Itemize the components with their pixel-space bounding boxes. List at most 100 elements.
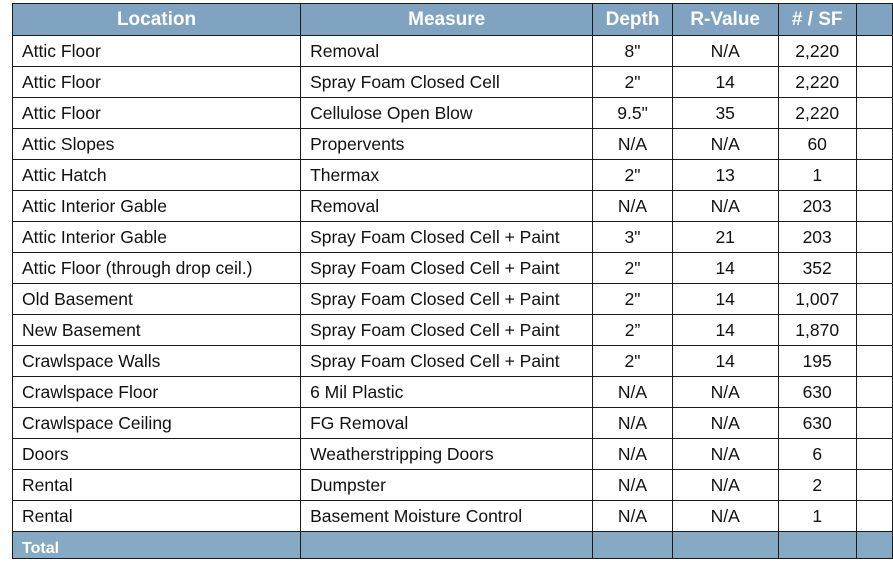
location-cell: Rental: [11, 469, 302, 501]
table-row: Attic Floor Removal 8" N/A 2,220: [11, 35, 893, 67]
header-sf: # / SF: [777, 3, 857, 36]
table-row: Attic Hatch Thermax 2" 13 1: [11, 159, 893, 191]
sf-cell: 352: [777, 252, 857, 284]
location-cell: Attic Floor: [11, 97, 302, 129]
sf-cell: 203: [777, 190, 857, 222]
measure-cell: Removal: [300, 190, 594, 222]
r-value-cell: 14: [671, 283, 779, 315]
depth-cell: 2": [592, 159, 673, 191]
measure-cell: Spray Foam Closed Cell: [300, 66, 594, 98]
header-depth: Depth: [592, 3, 673, 36]
total-row: Total: [11, 531, 893, 559]
r-value-cell: N/A: [671, 438, 779, 470]
extra-cell: [855, 35, 893, 67]
depth-cell: N/A: [592, 469, 673, 501]
header-extra: [855, 3, 893, 36]
header-measure: Measure: [300, 3, 594, 36]
depth-cell: N/A: [592, 438, 673, 470]
table-row: Old Basement Spray Foam Closed Cell + Pai…: [11, 283, 893, 315]
measure-cell: Spray Foam Closed Cell + Paint: [300, 221, 594, 253]
r-value-cell: N/A: [671, 469, 779, 501]
table-row: Rental Basement Moisture Control N/A N/A 1: [11, 500, 893, 532]
r-value-cell: 14: [671, 252, 779, 284]
location-cell: Rental: [11, 500, 302, 532]
total-cell: [592, 531, 673, 559]
location-cell: Attic Interior Gable: [11, 190, 302, 222]
total-cell: [855, 531, 893, 559]
sf-cell: 2: [777, 469, 857, 501]
extra-cell: [855, 252, 893, 284]
measure-cell: 6 Mil Plastic: [300, 376, 594, 408]
r-value-cell: 14: [671, 314, 779, 346]
depth-cell: 2”: [592, 314, 673, 346]
extra-cell: [855, 438, 893, 470]
location-cell: Doors: [11, 438, 302, 470]
table-row: Doors Weatherstripping Doors N/A N/A 6: [11, 438, 893, 470]
extra-cell: [855, 345, 893, 377]
extra-cell: [855, 314, 893, 346]
extra-cell: [855, 190, 893, 222]
depth-cell: 8": [592, 35, 673, 67]
r-value-cell: N/A: [671, 376, 779, 408]
table-row: Crawlspace Walls Spray Foam Closed Cell +…: [11, 345, 893, 377]
extra-cell: [855, 66, 893, 98]
table-row: Attic Interior Gable Spray Foam Closed Ce…: [11, 221, 893, 253]
sf-cell: 195: [777, 345, 857, 377]
depth-cell: N/A: [592, 190, 673, 222]
r-value-cell: 14: [671, 66, 779, 98]
sf-cell: 1,870: [777, 314, 857, 346]
measure-cell: Removal: [300, 35, 594, 67]
sf-cell: 1: [777, 159, 857, 191]
r-value-cell: N/A: [671, 500, 779, 532]
measure-cell: Spray Foam Closed Cell + Paint: [300, 314, 594, 346]
extra-cell: [855, 128, 893, 160]
location-cell: New Basement: [11, 314, 302, 346]
location-cell: Attic Interior Gable: [11, 221, 302, 253]
location-cell: Crawlspace Walls: [11, 345, 302, 377]
extra-cell: [855, 283, 893, 315]
r-value-cell: 35: [671, 97, 779, 129]
depth-cell: 2": [592, 252, 673, 284]
sf-cell: 630: [777, 407, 857, 439]
measure-cell: Spray Foam Closed Cell + Paint: [300, 283, 594, 315]
total-cell: [671, 531, 779, 559]
sf-cell: 6: [777, 438, 857, 470]
location-cell: Crawlspace Floor: [11, 376, 302, 408]
extra-cell: [855, 407, 893, 439]
table-row: Crawlspace Ceiling FG Removal N/A N/A 630: [11, 407, 893, 439]
r-value-cell: N/A: [671, 35, 779, 67]
header-row: Location Measure Depth R-Value # / SF: [11, 3, 893, 36]
extra-cell: [855, 376, 893, 408]
r-value-cell: 21: [671, 221, 779, 253]
depth-cell: 9.5": [592, 97, 673, 129]
depth-cell: N/A: [592, 407, 673, 439]
depth-cell: N/A: [592, 376, 673, 408]
extra-cell: [855, 97, 893, 129]
extra-cell: [855, 500, 893, 532]
measure-cell: Basement Moisture Control: [300, 500, 594, 532]
location-cell: Attic Floor (through drop ceil.): [11, 252, 302, 284]
r-value-cell: 14: [671, 345, 779, 377]
depth-cell: 2": [592, 283, 673, 315]
table-row: Attic Floor Cellulose Open Blow 9.5" 35 2,22…: [11, 97, 893, 129]
measure-cell: Thermax: [300, 159, 594, 191]
table-row: Attic Interior Gable Removal N/A N/A 203: [11, 190, 893, 222]
table-row: Attic Slopes Propervents N/A N/A 60: [11, 128, 893, 160]
location-cell: Old Basement: [11, 283, 302, 315]
insulation-measures-table: Location Measure Depth R-Value # / SF At…: [11, 3, 893, 559]
table-row: Attic Floor Spray Foam Closed Cell 2" 14 2,2…: [11, 66, 893, 98]
table-row: New Basement Spray Foam Closed Cell + Pai…: [11, 314, 893, 346]
measure-cell: Spray Foam Closed Cell + Paint: [300, 252, 594, 284]
location-cell: Attic Floor: [11, 35, 302, 67]
location-cell: Crawlspace Ceiling: [11, 407, 302, 439]
extra-cell: [855, 221, 893, 253]
header-r-value: R-Value: [671, 3, 779, 36]
measure-cell: Cellulose Open Blow: [300, 97, 594, 129]
extra-cell: [855, 159, 893, 191]
sf-cell: 60: [777, 128, 857, 160]
total-cell: [777, 531, 857, 559]
r-value-cell: 13: [671, 159, 779, 191]
measure-cell: Weatherstripping Doors: [300, 438, 594, 470]
measure-cell: Propervents: [300, 128, 594, 160]
sf-cell: 203: [777, 221, 857, 253]
